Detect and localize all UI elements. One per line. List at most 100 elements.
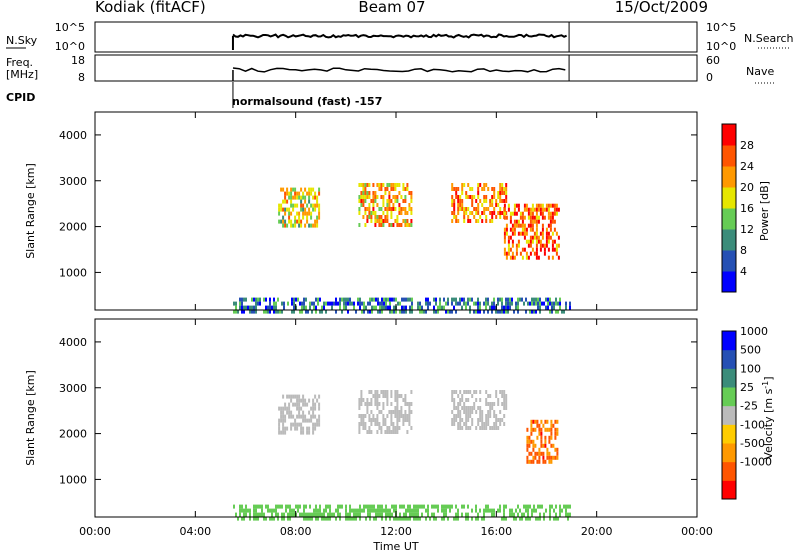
- echo-cell: [497, 508, 499, 513]
- echo-cell: [541, 235, 544, 240]
- echo-cell: [384, 422, 387, 426]
- echo-cell: [253, 508, 255, 513]
- echo-cell: [535, 215, 538, 220]
- echo-cell: [499, 410, 502, 414]
- echo-cell: [497, 418, 500, 422]
- echo-cell: [374, 422, 377, 426]
- echo-cell: [318, 215, 321, 220]
- echo-cell: [517, 309, 519, 314]
- echo-cell: [410, 211, 413, 215]
- echo-cell: [280, 203, 283, 208]
- echo-cell: [241, 504, 243, 509]
- echo-cell: [465, 390, 468, 394]
- echo-cell: [384, 207, 387, 211]
- echo-cell: [380, 410, 383, 414]
- echo-cell: [487, 402, 490, 406]
- echo-cell: [247, 508, 249, 513]
- echo-cell: [271, 516, 273, 521]
- echo-cell: [541, 211, 544, 216]
- echo-cell: [453, 305, 455, 310]
- echo-cell: [408, 410, 411, 414]
- echo-cell: [358, 199, 361, 203]
- echo-cell: [501, 390, 504, 394]
- echo-cell: [362, 199, 365, 203]
- echo-cell: [475, 516, 477, 521]
- echo-cell: [559, 512, 561, 517]
- echo-cell: [398, 211, 401, 215]
- echo-cell: [363, 309, 365, 314]
- x-tick-label: 00:00: [79, 525, 111, 538]
- echo-cell: [451, 297, 453, 302]
- echo-cell: [417, 305, 419, 310]
- echo-cell: [548, 451, 551, 456]
- echo-cell: [549, 516, 551, 521]
- echo-cell: [530, 459, 533, 464]
- echo-cell: [555, 516, 557, 521]
- echo-cell: [497, 297, 499, 302]
- echo-cell: [335, 516, 337, 521]
- echo-cell: [267, 504, 269, 509]
- echo-cell: [411, 297, 413, 302]
- echo-cell: [513, 231, 516, 236]
- echo-cell: [396, 414, 399, 418]
- echo-cell: [368, 414, 371, 418]
- echo-cell: [405, 305, 407, 310]
- echo-cell: [485, 390, 488, 394]
- colorbar-swatch: [722, 208, 736, 230]
- echo-cell: [376, 390, 379, 394]
- echo-cell: [465, 516, 467, 521]
- echo-cell: [505, 297, 507, 302]
- echo-cell: [505, 223, 508, 228]
- echo-cell: [475, 390, 478, 394]
- echo-cell: [351, 516, 353, 521]
- echo-cell: [378, 426, 381, 430]
- echo-cell: [294, 422, 297, 427]
- echo-cell: [312, 406, 315, 411]
- echo-cell: [525, 508, 527, 513]
- echo-cell: [507, 301, 509, 306]
- echo-cell: [431, 504, 433, 509]
- echo-cell: [489, 203, 492, 207]
- echo-cell: [455, 195, 458, 199]
- echo-cell: [364, 187, 367, 191]
- echo-cell: [370, 430, 373, 434]
- echo-cell: [535, 516, 537, 521]
- echo-cell: [273, 309, 275, 314]
- echo-cell: [553, 211, 556, 216]
- echo-cell: [529, 235, 532, 240]
- echo-cell: [523, 512, 525, 517]
- echo-cell: [457, 512, 459, 517]
- echo-cell: [300, 430, 303, 435]
- echo-cell: [397, 301, 399, 306]
- echo-cell: [491, 199, 494, 203]
- echo-cell: [313, 508, 315, 513]
- echo-cell: [251, 305, 253, 310]
- echo-cell: [547, 305, 549, 310]
- echo-cell: [321, 305, 323, 310]
- echo-cell: [384, 219, 387, 223]
- echo-cell: [461, 512, 463, 517]
- echo-cell: [553, 305, 555, 310]
- echo-cell: [471, 418, 474, 422]
- echo-cell: [503, 215, 506, 220]
- echo-cell: [505, 199, 508, 203]
- echo-cell: [447, 297, 449, 302]
- echo-cell: [552, 455, 555, 460]
- echo-cell: [362, 195, 365, 199]
- echo-cell: [404, 418, 407, 422]
- echo-cell: [364, 199, 367, 203]
- echo-cell: [495, 199, 498, 203]
- echo-cell: [477, 301, 479, 306]
- echo-cell: [479, 410, 482, 414]
- echo-cell: [369, 504, 371, 509]
- echo-cell: [539, 211, 542, 216]
- echo-cell: [394, 426, 397, 430]
- echo-cell: [491, 215, 494, 219]
- echo-cell: [313, 301, 315, 306]
- echo-cell: [375, 516, 377, 521]
- echo-cell: [455, 191, 458, 195]
- echo-cell: [296, 414, 299, 419]
- echo-cell: [298, 422, 301, 427]
- echo-cell: [237, 516, 239, 521]
- echo-cell: [527, 504, 529, 509]
